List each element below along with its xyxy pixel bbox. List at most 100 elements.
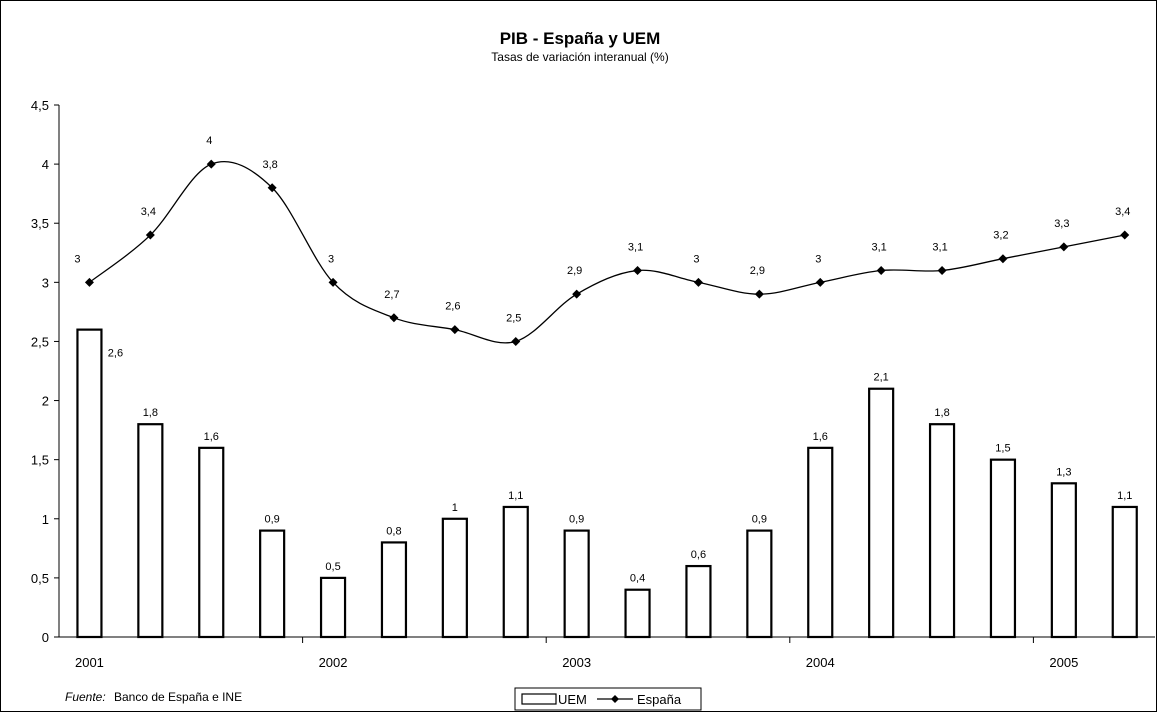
espana-point: [84, 277, 94, 287]
uem-data-label: 0,9: [265, 514, 280, 526]
espana-line: [84, 159, 1130, 346]
legend-uem-label: UEM: [558, 692, 587, 707]
espana-data-label: 3: [74, 253, 80, 265]
uem-bar: [563, 529, 590, 639]
uem-data-label: 1,8: [934, 407, 949, 419]
x-tick-label: 2004: [806, 655, 835, 670]
espana-data-label: 2,7: [384, 289, 399, 301]
legend-espana-label: España: [637, 692, 682, 707]
uem-bar: [441, 517, 468, 639]
uem-data-label: 0,4: [630, 573, 645, 585]
uem-bar: [746, 529, 773, 639]
y-tick-label: 0: [42, 630, 49, 645]
uem-bar: [319, 576, 347, 639]
espana-point: [328, 277, 338, 287]
uem-bar: [1050, 482, 1077, 639]
uem-bars: [76, 328, 1138, 639]
uem-data-label: 0,6: [691, 549, 706, 561]
source-label: Fuente:: [65, 690, 106, 704]
espana-data-label: 3: [328, 253, 334, 265]
espana-point: [633, 266, 643, 276]
x-tick-label: 2001: [75, 655, 104, 670]
uem-data-label: 0,9: [569, 514, 584, 526]
source-text: Banco de España e INE: [114, 690, 242, 704]
uem-bar: [198, 446, 225, 639]
espana-point: [693, 277, 703, 287]
chart-title: PIB - España y UEM: [500, 29, 661, 48]
footer-source: Fuente: Banco de España e INE: [65, 690, 242, 704]
uem-data-label: 1,3: [1056, 466, 1071, 478]
uem-bar: [685, 564, 712, 639]
x-tick-label: 2003: [562, 655, 591, 670]
espana-point: [1059, 242, 1069, 252]
uem-bar: [868, 387, 895, 639]
y-tick-label: 3: [42, 275, 49, 290]
espana-point: [937, 266, 947, 276]
espana-point: [572, 289, 582, 299]
x-tick-label: 2002: [319, 655, 348, 670]
espana-data-label: 3,1: [872, 242, 887, 254]
espana-point: [145, 230, 155, 240]
y-tick-label: 4,5: [31, 98, 49, 113]
uem-data-label: 1: [452, 502, 458, 514]
espana-data-label: 3,4: [1115, 206, 1130, 218]
espana-point: [1120, 230, 1130, 240]
uem-data-label: 2,6: [108, 348, 123, 360]
espana-point: [267, 183, 277, 193]
y-tick-label: 2,5: [31, 334, 49, 349]
uem-bar: [137, 423, 164, 639]
espana-point: [511, 336, 521, 346]
uem-bar: [624, 588, 651, 639]
espana-line-path: [89, 160, 1125, 344]
espana-point: [450, 325, 460, 335]
uem-data-label: 1,6: [204, 431, 219, 443]
uem-data-label: 1,6: [813, 431, 828, 443]
uem-bar: [807, 446, 834, 639]
espana-data-label: 3: [693, 253, 699, 265]
espana-data-label: 3,4: [141, 206, 156, 218]
uem-bar: [259, 529, 286, 639]
y-tick-label: 0,5: [31, 571, 49, 586]
espana-data-label: 2,9: [750, 265, 765, 277]
espana-data-label: 2,5: [506, 312, 521, 324]
x-axis: 2001 2002 2003 2004 2005: [59, 636, 1155, 670]
uem-bar: [380, 541, 408, 639]
y-tick-label: 1: [42, 512, 49, 527]
x-tick-label: 2005: [1049, 655, 1078, 670]
espana-point: [389, 313, 399, 323]
uem-data-label: 1,8: [143, 407, 158, 419]
y-tick-label: 1,5: [31, 453, 49, 468]
y-tick-label: 4: [42, 157, 49, 172]
espana-data-label: 3,1: [932, 242, 947, 254]
espana-point: [206, 159, 216, 169]
chart-subtitle: Tasas de variación interanual (%): [491, 50, 668, 64]
uem-data-label: 2,1: [874, 372, 889, 384]
uem-data-label: 1,5: [995, 443, 1010, 455]
legend: UEM España: [514, 687, 702, 711]
uem-bar: [928, 423, 956, 639]
espana-data-label: 2,9: [567, 265, 582, 277]
uem-bar: [1111, 505, 1138, 639]
y-axis: 0 0,5 1 1,5 2 2,5 3 3,5 4 4,5: [31, 98, 60, 645]
uem-data-label: 0,9: [752, 514, 767, 526]
espana-data-label: 3,2: [993, 230, 1008, 242]
uem-data-label: 1,1: [1117, 490, 1132, 502]
uem-data-label: 0,8: [386, 525, 401, 537]
espana-data-label: 3,8: [263, 159, 278, 171]
uem-bar: [76, 328, 103, 639]
espana-point: [998, 254, 1008, 264]
uem-bar: [502, 505, 529, 639]
legend-uem-swatch: [521, 693, 557, 705]
y-tick-label: 2: [42, 394, 49, 409]
espana-data-label: 2,6: [445, 301, 460, 313]
espana-point: [876, 266, 886, 276]
espana-point: [754, 289, 764, 299]
legend-espana-marker: [611, 695, 619, 703]
espana-data-label: 3,3: [1054, 218, 1069, 230]
y-tick-label: 3,5: [31, 216, 49, 231]
uem-data-label: 1,1: [508, 490, 523, 502]
uem-data-label: 0,5: [325, 561, 340, 573]
espana-data-label: 3: [815, 253, 821, 265]
espana-data-label: 4: [206, 135, 212, 147]
